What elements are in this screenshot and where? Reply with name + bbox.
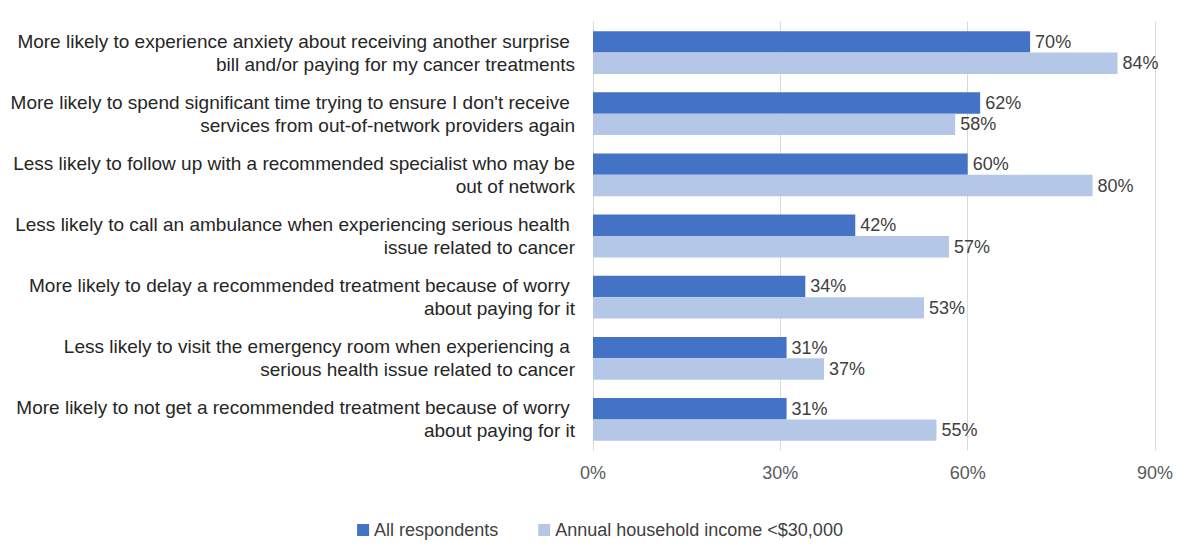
svg-text:Annual household income <$30,0: Annual household income <$30,000 <box>555 520 843 540</box>
svg-text:37%: 37% <box>829 359 865 379</box>
svg-text:90%: 90% <box>1137 463 1173 483</box>
svg-text:about paying for it: about paying for it <box>424 298 576 319</box>
svg-text:More likely to delay a recomme: More likely to delay a recommended treat… <box>29 275 575 296</box>
svg-text:Less likely to visit the emerg: Less likely to visit the emergency room … <box>64 336 575 357</box>
svg-text:services from out-of-network p: services from out-of-network providers a… <box>200 115 575 136</box>
svg-text:All respondents: All respondents <box>374 520 498 540</box>
svg-text:More likely to not get a recom: More likely to not get a recommended tre… <box>16 397 575 418</box>
svg-text:80%: 80% <box>1098 176 1134 196</box>
svg-text:about paying for it: about paying for it <box>424 420 576 441</box>
svg-text:42%: 42% <box>860 215 896 235</box>
svg-text:60%: 60% <box>973 154 1009 174</box>
svg-text:30%: 30% <box>762 463 798 483</box>
svg-text:bill and/or paying for my canc: bill and/or paying for my cancer treatme… <box>216 54 575 75</box>
svg-text:issue related to cancer: issue related to cancer <box>384 237 576 258</box>
svg-text:More likely to experience anxi: More likely to experience anxiety about … <box>17 31 575 52</box>
svg-text:57%: 57% <box>954 237 990 257</box>
svg-text:34%: 34% <box>810 276 846 296</box>
svg-text:serious health issue related t: serious health issue related to cancer <box>260 359 575 380</box>
svg-text:70%: 70% <box>1035 32 1071 52</box>
svg-text:60%: 60% <box>950 463 986 483</box>
svg-text:0%: 0% <box>580 463 606 483</box>
svg-text:53%: 53% <box>929 298 965 318</box>
svg-text:84%: 84% <box>1123 53 1159 73</box>
svg-text:Less likely to call an ambulan: Less likely to call an ambulance when ex… <box>15 214 575 235</box>
svg-text:55%: 55% <box>941 420 977 440</box>
svg-text:31%: 31% <box>792 399 828 419</box>
svg-text:More likely to spend significa: More likely to spend significant time tr… <box>11 92 575 113</box>
svg-text:62%: 62% <box>985 93 1021 113</box>
svg-text:58%: 58% <box>960 114 996 134</box>
svg-text:out of network: out of network <box>450 176 575 197</box>
svg-text:31%: 31% <box>792 338 828 358</box>
svg-text:Less likely to follow up with: Less likely to follow up with a recommen… <box>13 153 575 174</box>
